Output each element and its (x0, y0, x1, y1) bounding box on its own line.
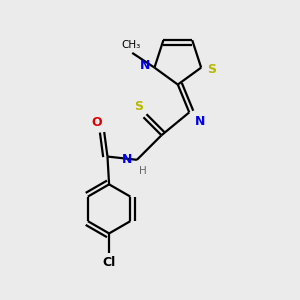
Text: H: H (139, 166, 146, 176)
Text: CH₃: CH₃ (121, 40, 140, 50)
Text: N: N (195, 115, 206, 128)
Text: S: S (134, 100, 143, 113)
Text: N: N (140, 59, 151, 73)
Text: O: O (92, 116, 102, 129)
Text: Cl: Cl (103, 256, 116, 269)
Text: S: S (207, 63, 216, 76)
Text: N: N (122, 153, 132, 166)
